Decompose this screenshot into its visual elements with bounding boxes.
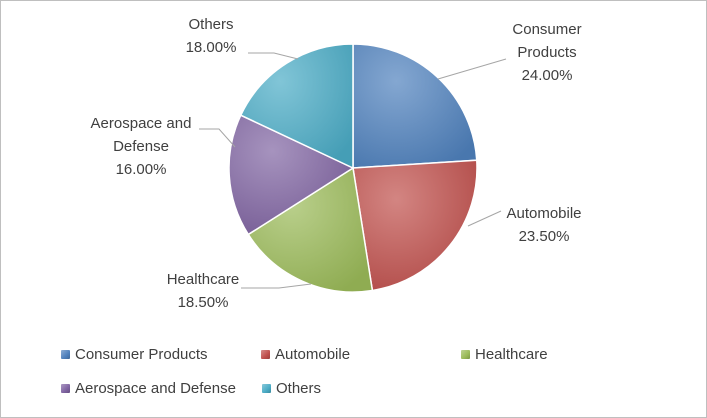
leader-line-consumer-products [437, 58, 507, 80]
legend-item-others: Others [262, 379, 321, 399]
pie-slice-others [239, 43, 354, 170]
pie-slice-aerospace-and-defense [228, 114, 355, 236]
legend-item-aerospace-and-defense: Aerospace and Defense [61, 379, 236, 399]
data-label-healthcare-line-1: Healthcare [167, 271, 240, 288]
legend-swatch-aerospace-and-defense [61, 384, 70, 393]
data-labels: Consumer Products 24.00% Automobile 23.50% He… [91, 16, 582, 311]
legend-swatch-healthcare [461, 350, 470, 359]
legend-swatch-automobile [261, 350, 270, 359]
leader-line-healthcare [241, 283, 312, 289]
leader-lines [199, 52, 507, 289]
data-label-others-line-1: Others [188, 16, 233, 33]
data-label-automobile-line-2: 23.50% [519, 228, 570, 245]
legend-label-healthcare: Healthcare [475, 346, 548, 363]
legend-label-others: Others [276, 380, 322, 397]
pie-slices [228, 43, 478, 293]
data-label-aerospace-and-defense-line-3: 16.00% [116, 161, 167, 178]
legend-swatch-others [262, 384, 271, 393]
legend-swatch-consumer-products [61, 350, 70, 359]
data-label-consumer-products-line-1: Consumer [512, 21, 581, 38]
legend-label-aerospace-and-defense: Aerospace and Defense [75, 380, 236, 397]
legend-label-consumer-products: Consumer Products [75, 346, 208, 363]
data-label-others-line-2: 18.00% [186, 39, 237, 56]
data-label-automobile-line-1: Automobile [506, 205, 581, 222]
pie-slice-consumer-products [352, 43, 478, 169]
leader-line-automobile [467, 210, 502, 227]
legend-label-automobile: Automobile [275, 346, 351, 363]
data-label-healthcare-line-2: 18.50% [178, 294, 229, 311]
legend-item-automobile: Automobile [261, 345, 350, 365]
data-label-consumer-products-line-3: 24.00% [522, 67, 573, 84]
data-label-aerospace-and-defense-line-1: Aerospace and [91, 115, 192, 132]
leader-line-others [248, 52, 299, 60]
legend-item-healthcare: Healthcare [461, 345, 548, 365]
leader-line-aerospace-and-defense [199, 128, 236, 148]
data-label-aerospace-and-defense-line-2: Defense [113, 138, 169, 155]
legend-item-consumer-products: Consumer Products [61, 345, 208, 365]
pie-slice-healthcare [247, 166, 374, 293]
pie-slice-automobile [352, 159, 478, 292]
data-label-consumer-products-line-2: Products [517, 44, 576, 61]
